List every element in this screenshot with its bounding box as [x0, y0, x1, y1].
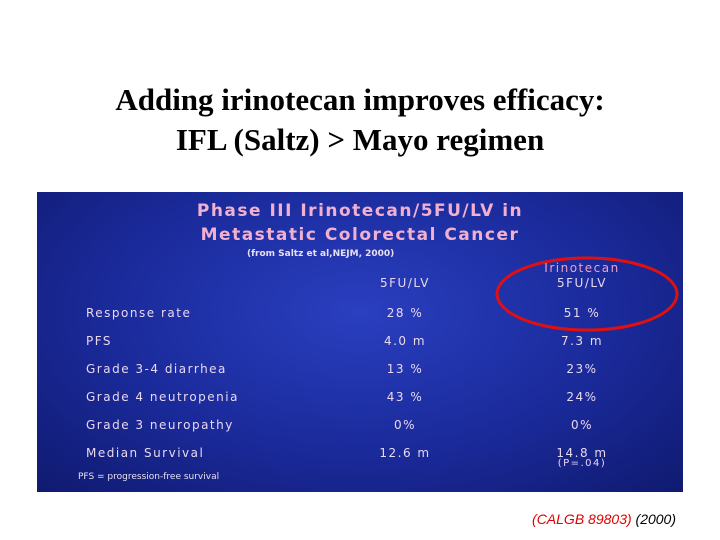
- cell-value: 14.8 m: [556, 446, 608, 460]
- slide-title: IFL (Saltz) > Mayo regimen: [175, 122, 545, 157]
- cell-value: 13 %: [386, 362, 424, 376]
- panel-title: Phase III Irinotecan/5FU/LV in: [196, 201, 524, 221]
- column-header: 5FU/LV: [557, 276, 607, 290]
- column-header: 5FU/LV: [380, 276, 430, 290]
- footer: (CALGB 89803) (2000): [532, 511, 676, 527]
- cell-value: 0%: [570, 418, 594, 432]
- cell-value: 12.6 m: [379, 446, 431, 460]
- cell-value: 43 %: [386, 390, 424, 404]
- panel-title: Metastatic Colorectal Cancer: [200, 225, 520, 245]
- row-label: PFS: [86, 334, 113, 348]
- p-value: (P=.04): [557, 458, 607, 469]
- cell-value: 0%: [393, 418, 417, 432]
- row-label: Grade 3-4 diarrhea: [86, 362, 227, 376]
- highlight-ellipse: [495, 256, 679, 332]
- row-label: Response rate: [86, 306, 192, 320]
- source: (from Saltz et al,NEJM, 2000): [247, 249, 395, 259]
- column-header: Irinotecan: [544, 261, 620, 275]
- cell-value: 28 %: [386, 306, 424, 320]
- row-label: Median Survival: [86, 446, 205, 460]
- table-panel: Phase III Irinotecan/5FU/LV in Metastati…: [37, 192, 683, 492]
- cell-value: 51 %: [563, 306, 601, 320]
- row-label: Grade 4 neutropenia: [86, 390, 239, 404]
- highlight: [495, 256, 679, 332]
- cell-value: 4.0 m: [383, 334, 427, 348]
- cell-value: 24%: [566, 390, 598, 404]
- trial: (CALGB 89803): [532, 511, 632, 527]
- year: (2000): [635, 511, 676, 527]
- slide-title: Adding irinotecan improves efficacy:: [115, 82, 605, 117]
- cell-value: 23%: [566, 362, 598, 376]
- footnote: PFS = progression-free survival: [78, 472, 220, 482]
- cell-value: 7.3 m: [560, 334, 604, 348]
- row-label: Grade 3 neuropathy: [86, 418, 234, 432]
